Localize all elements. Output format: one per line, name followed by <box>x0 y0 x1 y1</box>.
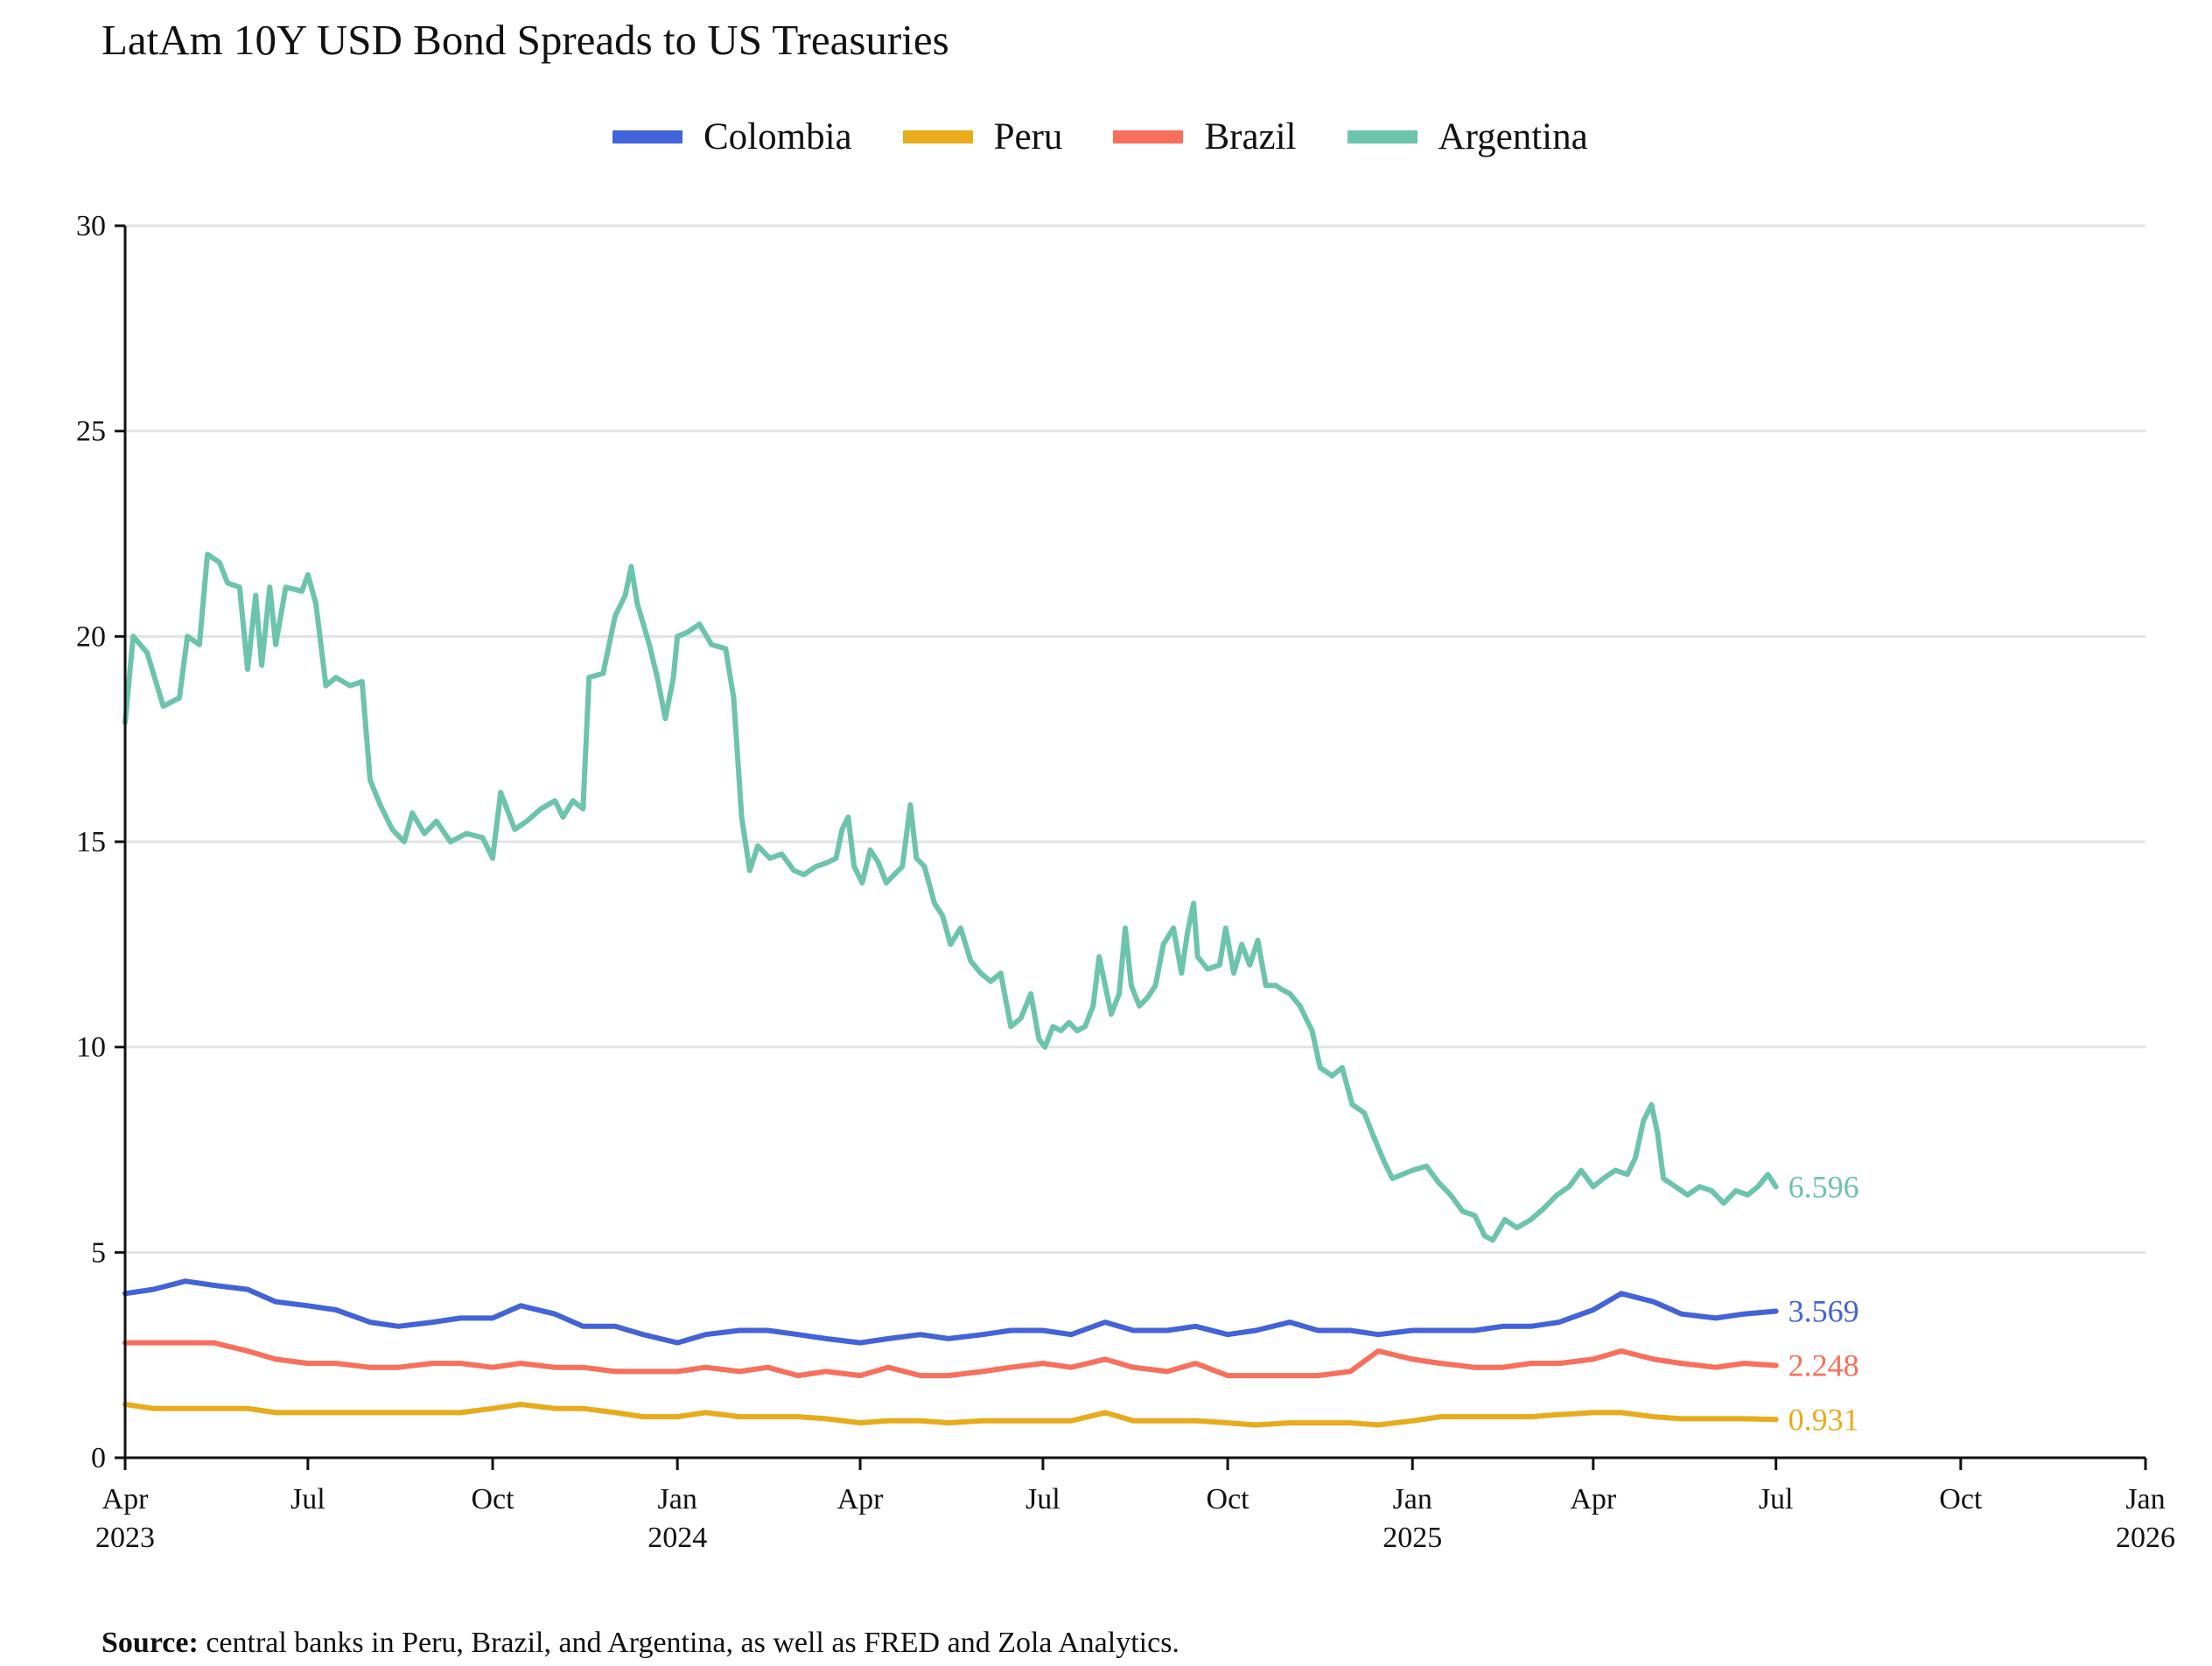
legend-label-colombia: Colombia <box>704 116 852 158</box>
source-note: Source: central banks in Peru, Brazil, a… <box>102 1626 1180 1661</box>
y-tick-label-0: 0 <box>91 1442 106 1474</box>
legend: Colombia Peru Brazil Argentina <box>612 112 1639 161</box>
x-tick-year-0: 2023 <box>95 1522 155 1554</box>
legend-label-argentina: Argentina <box>1438 116 1588 158</box>
end-label-peru: 0.931 <box>1788 1402 1859 1437</box>
x-tick-label-10: Oct <box>1939 1483 1983 1516</box>
series-line-colombia[interactable] <box>122 1278 1779 1346</box>
y-tick-label-30: 30 <box>76 210 106 242</box>
source-label: Source: <box>102 1627 199 1659</box>
source-text: central banks in Peru, Brazil, and Argen… <box>198 1627 1180 1659</box>
legend-label-brazil: Brazil <box>1204 116 1297 158</box>
series-line-argentina[interactable] <box>122 551 1779 1243</box>
y-tick-label-5: 5 <box>91 1236 106 1269</box>
series-lines <box>122 551 1779 1428</box>
legend-swatch-brazil <box>1113 130 1184 144</box>
x-tick-label-3: Jan <box>658 1483 697 1516</box>
x-tick-label-4: Apr <box>837 1483 885 1516</box>
end-label-colombia: 3.569 <box>1788 1293 1859 1328</box>
x-tick-label-1: Jul <box>290 1483 326 1516</box>
legend-swatch-peru <box>902 130 973 144</box>
x-tick-label-6: Oct <box>1207 1483 1250 1516</box>
legend-item-peru[interactable]: Peru <box>902 116 1063 158</box>
x-tick-year-11: 2026 <box>2116 1522 2175 1554</box>
legend-swatch-argentina <box>1347 130 1418 144</box>
chart-title: LatAm 10Y USD Bond Spreads to US Treasur… <box>102 16 949 64</box>
x-tick-label-0: Apr <box>102 1483 150 1516</box>
legend-label-peru: Peru <box>993 116 1063 158</box>
x-tick-label-5: Jul <box>1026 1483 1060 1516</box>
end-label-argentina: 6.596 <box>1788 1169 1859 1204</box>
y-tick-label-15: 15 <box>76 826 106 858</box>
series-line-peru[interactable] <box>122 1402 1779 1428</box>
x-tick-label-7: Jan <box>1393 1483 1432 1516</box>
x-tick-label-8: Apr <box>1570 1483 1617 1516</box>
legend-item-brazil[interactable]: Brazil <box>1113 116 1297 158</box>
x-tick-year-7: 2025 <box>1382 1522 1442 1554</box>
series-line-brazil[interactable] <box>122 1340 1779 1379</box>
y-tick-label-20: 20 <box>76 620 106 653</box>
x-tick-label-11: Jan <box>2125 1483 2165 1516</box>
x-tick-label-2: Oct <box>471 1483 514 1516</box>
x-tick-year-3: 2024 <box>648 1522 707 1554</box>
y-tick-label-10: 10 <box>76 1032 106 1064</box>
grid-lines <box>125 224 2146 1254</box>
legend-item-colombia[interactable]: Colombia <box>612 116 852 158</box>
axes <box>115 224 2147 1470</box>
end-label-brazil: 2.248 <box>1788 1348 1859 1382</box>
y-tick-label-25: 25 <box>76 416 106 448</box>
x-tick-label-9: Jul <box>1759 1483 1794 1516</box>
legend-swatch-colombia <box>612 130 682 144</box>
end-value-labels: 3.569 0.931 2.248 6.596 <box>1788 1169 1859 1437</box>
legend-item-argentina[interactable]: Argentina <box>1347 116 1588 158</box>
